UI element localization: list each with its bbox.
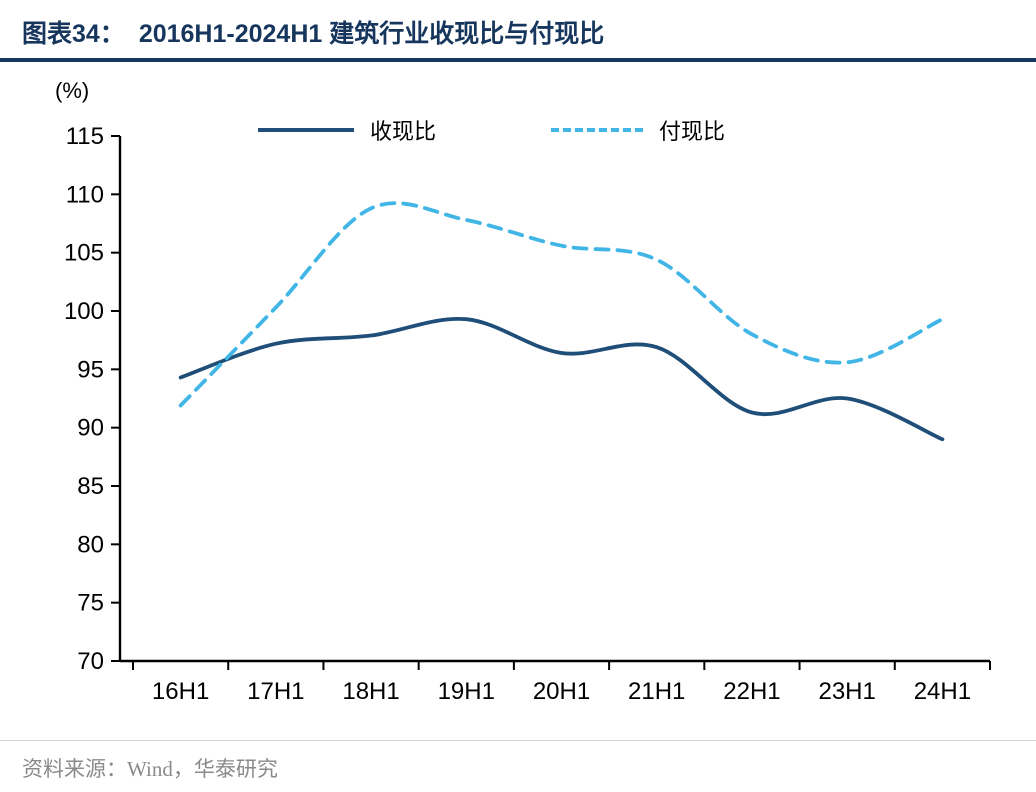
figure-label: 图表34： xyxy=(22,20,125,48)
legend-solid-line-swatch xyxy=(258,128,354,132)
series-line-1 xyxy=(178,201,945,408)
y-tick-label: 75 xyxy=(77,590,104,617)
legend-label-series-0: 收现比 xyxy=(370,119,437,144)
y-tick-label: 95 xyxy=(77,356,104,383)
x-tick-label: 21H1 xyxy=(628,678,685,705)
x-tick-label: 24H1 xyxy=(914,678,971,705)
y-tick-label: 90 xyxy=(77,415,104,442)
y-axis-unit-label: (%) xyxy=(55,78,90,103)
y-tick-label: 105 xyxy=(64,240,104,267)
y-tick-label: 70 xyxy=(77,648,104,675)
y-tick-label: 100 xyxy=(64,298,104,325)
x-tick-label: 17H1 xyxy=(247,678,304,705)
y-tick-label: 110 xyxy=(66,181,104,208)
chart-legend: 收现比 付现比 xyxy=(258,114,725,146)
chart-title-bar: 图表34： 2016H1-2024H1 建筑行业收现比与付现比 xyxy=(0,0,1036,62)
series-line-0 xyxy=(178,316,945,442)
y-tick-label: 85 xyxy=(77,473,104,500)
x-tick-label: 19H1 xyxy=(438,678,495,705)
legend-dashed-line-swatch xyxy=(551,128,644,132)
legend-item-series-0: 收现比 xyxy=(258,114,436,146)
y-tick-label: 115 xyxy=(66,123,104,150)
figure-title: 2016H1-2024H1 建筑行业收现比与付现比 xyxy=(138,20,605,48)
legend-item-series-1: 付现比 xyxy=(551,114,725,146)
x-tick-label: 22H1 xyxy=(723,678,780,705)
x-tick-label: 23H1 xyxy=(818,678,875,705)
legend-label-series-1: 付现比 xyxy=(659,119,726,144)
source-text: 资料来源：Wind，华泰研究 xyxy=(22,757,278,781)
chart-canvas: 70 75 80 85 90 95 100 105 110 115 16H1 17H1 18H1 19H1… xyxy=(64,123,991,705)
source-bar: 资料来源：Wind，华泰研究 xyxy=(0,740,1036,783)
x-tick-label: 16H1 xyxy=(152,678,209,705)
x-tick-label: 18H1 xyxy=(342,678,399,705)
y-tick-label: 80 xyxy=(77,531,104,558)
x-tick-label: 20H1 xyxy=(533,678,590,705)
line-chart: (%) 收现比 付现比 70 75 80 85 90 95 100 105 110 115 16H1… xyxy=(0,62,1036,740)
